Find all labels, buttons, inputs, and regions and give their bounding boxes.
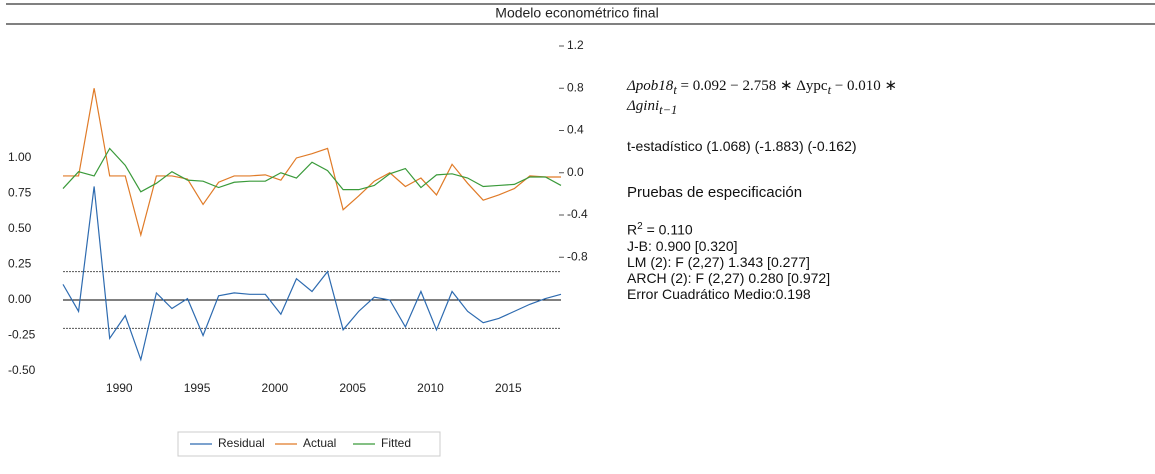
x-tick-label: 2005 — [339, 381, 366, 395]
y-tick-label: -0.25 — [8, 328, 36, 342]
legend-label: Fitted — [381, 436, 411, 450]
r2-sup: 2 — [637, 221, 643, 232]
x-tick-label: 1990 — [106, 381, 133, 395]
t-stat: t-estadístico (1.068) (-1.883) (-0.162) — [627, 138, 857, 154]
y2-tick-label: -0.4 — [567, 207, 588, 221]
series-line — [62, 147, 562, 193]
y-tick-label: 0.00 — [8, 292, 32, 306]
eq-part: = 0.092 − 2.758 ∗ Δypc — [676, 78, 828, 94]
y2-tick-label: 0.4 — [567, 123, 584, 137]
x-tick-label: 1995 — [184, 381, 211, 395]
eq-sub: t — [673, 83, 677, 97]
test: Error Cuadrático Medio:0.198 — [627, 285, 811, 302]
y-tick-label: 0.75 — [8, 186, 32, 200]
y2-tick-label: 1.2 — [567, 38, 584, 52]
r2: R2 = 0.110 — [627, 221, 897, 238]
y-tick-label: 0.25 — [8, 257, 32, 271]
y2-tick-label: -0.8 — [567, 249, 588, 263]
eq-sub: t — [827, 83, 832, 97]
stats-panel: Δpob18t = 0.092 − 2.758 ∗ Δypct − 0.010 … — [627, 78, 897, 302]
eq-part: − 0.010 ∗ — [831, 78, 898, 94]
legend-box — [177, 431, 441, 457]
test: LM (2): F (2,27) 1.343 [0.277] — [627, 253, 810, 270]
equation: Δpob18t = 0.092 − 2.758 ∗ Δypct − 0.010 … — [627, 78, 897, 118]
legend-label: Residual — [218, 436, 265, 450]
test: J-B: 0.900 [0.320] — [627, 237, 738, 254]
legend-label: Actual — [303, 436, 336, 450]
chart-title: Modelo econométrico final — [495, 5, 658, 21]
eq-part: Δpob18 — [627, 78, 674, 94]
heading: Pruebas de especificación — [627, 184, 803, 201]
x-tick-label: 2010 — [417, 381, 444, 395]
series-line — [62, 186, 562, 362]
test: ARCH (2): F (2,27) 0.280 [0.972] — [627, 269, 831, 286]
r2-part: R — [627, 221, 638, 238]
y-tick-label: 1.00 — [8, 150, 32, 164]
x-tick-label: 2015 — [495, 381, 522, 395]
y-tick-label: 0.50 — [8, 221, 32, 235]
y2-tick-label: 0.0 — [567, 165, 584, 179]
x-tick-label: 2000 — [262, 381, 289, 395]
y2-tick-label: 0.8 — [567, 80, 584, 94]
eq-part: Δgini — [627, 98, 660, 114]
series-line — [63, 88, 561, 238]
r2-part: = 0.110 — [642, 221, 693, 238]
eq-sub: t−1 — [659, 103, 678, 117]
y-tick-label: -0.50 — [8, 363, 36, 377]
